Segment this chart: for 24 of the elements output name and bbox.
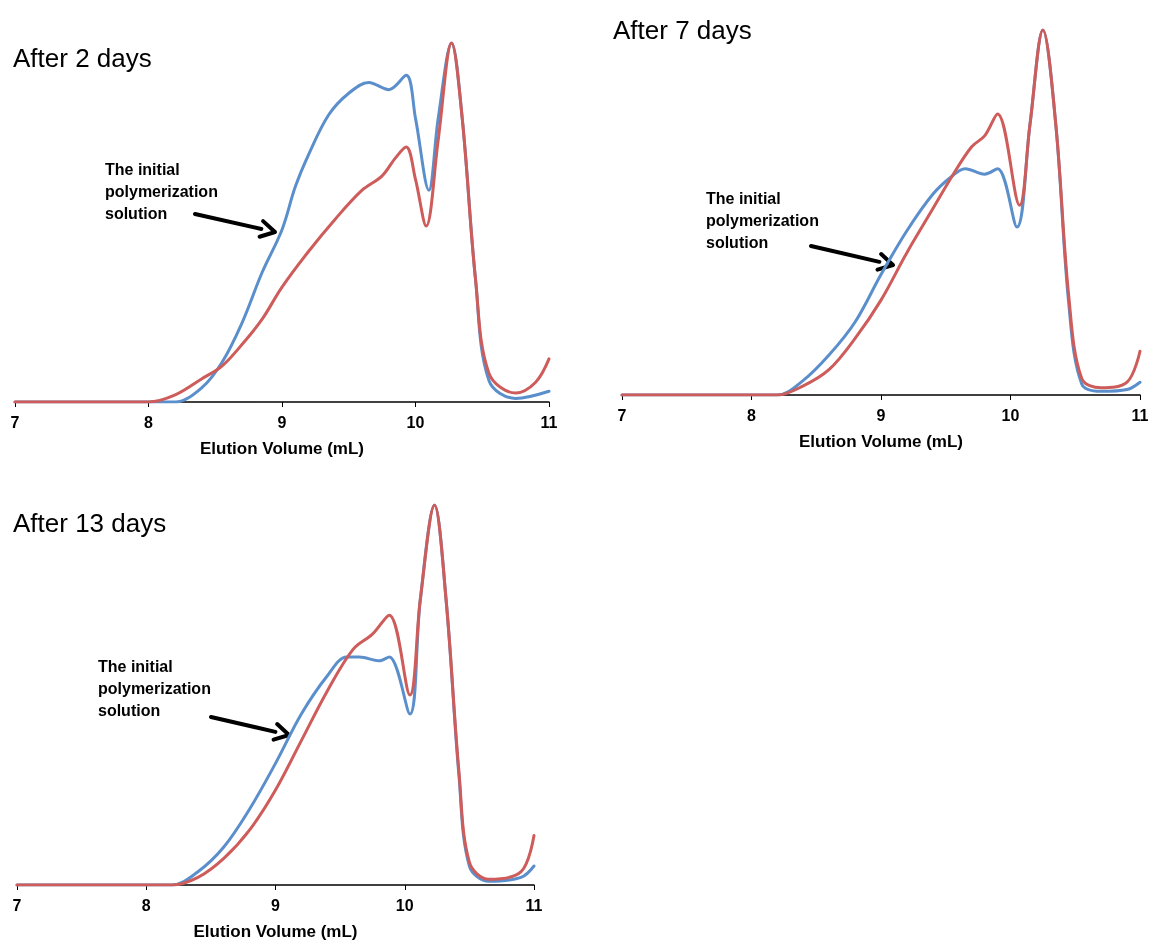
x-tick-label: 11 [525, 896, 543, 914]
chart-title: After 13 days [13, 508, 167, 538]
x-tick-label: 7 [12, 896, 22, 914]
x-axis-title: Elution Volume (mL) [199, 439, 365, 458]
x-tick-label: 8 [141, 896, 151, 914]
x-tick-label: 10 [1001, 406, 1020, 424]
x-tick-label: 9 [876, 406, 886, 424]
annotation: The initial polymerization solution [706, 189, 819, 251]
x-tick-label: 10 [395, 896, 414, 914]
x-tick-label: 7 [617, 406, 627, 424]
x-axis-title: Elution Volume (mL) [193, 922, 358, 941]
x-axis-title: Elution Volume (mL) [798, 432, 964, 451]
x-tick-label: 8 [747, 406, 757, 424]
x-tick-label: 11 [540, 413, 558, 431]
annotation: The initial polymerization solution [105, 160, 218, 222]
x-tick-label: 9 [271, 896, 281, 914]
chart-title: After 7 days [613, 15, 752, 45]
x-tick-label: 7 [10, 413, 20, 431]
x-tick-label: 9 [277, 413, 287, 431]
x-tick-label: 11 [1131, 406, 1149, 424]
x-tick-label: 8 [144, 413, 154, 431]
chart-title: After 2 days [13, 43, 152, 73]
annotation: The initial polymerization solution [98, 657, 211, 719]
x-tick-label: 10 [406, 413, 425, 431]
